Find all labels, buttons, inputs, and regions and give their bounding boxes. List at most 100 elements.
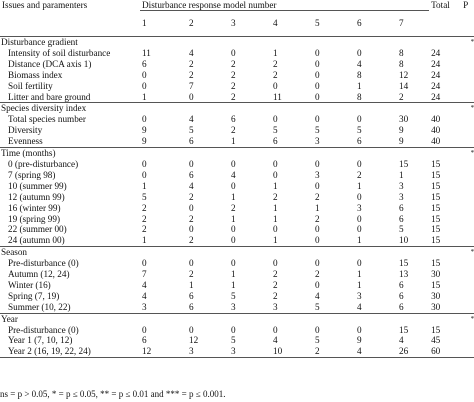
header-spacer [461, 10, 474, 37]
cell-model-4: 1 [273, 235, 278, 246]
cell-model-5: 3 [315, 169, 320, 180]
cell-p [461, 92, 474, 103]
row-label: Pre-disturbance (0) [8, 258, 79, 269]
cell-model-4: 5 [273, 125, 278, 136]
cell-model-5: 0 [315, 91, 320, 102]
cell-p [461, 325, 474, 336]
cell-model-5: 0 [315, 114, 320, 125]
cell-model-6: 1 [357, 279, 362, 290]
cell-p [461, 48, 474, 59]
cell-model-1: 0 [142, 158, 147, 169]
cell-model-7: 14 [399, 80, 409, 91]
cell-total: 15 [431, 235, 441, 246]
cell-model-6: 3 [357, 290, 362, 301]
cell-p [461, 170, 474, 181]
cell-total: 15 [431, 324, 441, 335]
cell-model-1: 4 [142, 279, 147, 290]
cell-model-7: 30 [399, 114, 409, 125]
row-label: Biomass index [8, 69, 63, 80]
cell-model-1: 2 [142, 224, 147, 235]
cell-model-3: 2 [231, 69, 236, 80]
cell-model-1: 11 [142, 47, 151, 58]
cell-model-1: 0 [142, 69, 147, 80]
cell-model-4: 0 [273, 169, 278, 180]
cell-model-3: 4 [231, 169, 236, 180]
cell-model-4: 2 [273, 290, 278, 301]
cell-model-3: 0 [231, 224, 236, 235]
cell-model-6: 0 [357, 324, 362, 335]
table-row: Pre-disturbance (0) 0 0 0 0 0 0 15 15 [0, 325, 474, 336]
cell-model-4: 4 [273, 335, 278, 346]
cell-model-4: 2 [273, 269, 278, 280]
cell-model-5: 1 [315, 202, 320, 213]
cell-model-1: 2 [142, 213, 147, 224]
row-label: 7 (spring 98) [8, 169, 56, 180]
cell-p [461, 59, 474, 70]
table-row: 19 (spring 99) 2 2 1 1 2 0 6 15 [0, 214, 474, 225]
header-issues: Issues and paramenters [2, 0, 88, 11]
cell-model-1: 0 [142, 80, 147, 91]
cell-model-5: 5 [315, 301, 320, 312]
cell-model-6: 4 [355, 346, 397, 359]
header-model-1: 1 [140, 10, 187, 37]
cell-p [461, 280, 474, 291]
row-label: 16 (winter 99) [8, 202, 61, 213]
cell-model-3: 0 [231, 47, 236, 58]
table-row: Pre-disturbance (0) 0 0 0 0 0 0 15 15 [0, 258, 474, 269]
cell-total: 45 [431, 335, 441, 346]
cell-model-3: 1 [231, 213, 236, 224]
cell-model-2: 0 [189, 91, 194, 102]
cell-model-6: 6 [357, 136, 362, 147]
cell-model-6: 0 [357, 224, 362, 235]
cell-model-6: 5 [357, 125, 362, 136]
cell-model-1: 4 [142, 290, 147, 301]
significance-symbol: * [461, 35, 474, 48]
section-title: Year [0, 312, 462, 325]
cell-model-2: 0 [189, 258, 194, 269]
cell-model-4: 0 [273, 114, 278, 125]
header-model-7: 7 [397, 10, 430, 37]
row-label: Evenness [8, 136, 43, 147]
cell-model-4: 2 [273, 69, 278, 80]
cell-model-2: 7 [189, 80, 194, 91]
table-row: Spring (7, 19) 4 6 5 2 4 3 6 30 [0, 291, 474, 302]
cell-model-1: 0 [142, 169, 147, 180]
cell-p [461, 125, 474, 136]
section-title: Disturbance gradient [0, 35, 462, 48]
row-label: Distance (DCA axis 1) [8, 58, 92, 69]
cell-model-3: 1 [231, 136, 236, 147]
cell-model-7: 6 [399, 213, 404, 224]
cell-total: 24 [431, 58, 441, 69]
cell-model-2: 3 [187, 346, 229, 359]
cell-model-1: 6 [142, 58, 147, 69]
table-body: Issues and paramenters Disturbance respo… [0, 0, 474, 359]
header-model-4: 4 [271, 10, 313, 37]
cell-model-4: 2 [273, 279, 278, 290]
cell-model-7: 6 [399, 290, 404, 301]
cell-model-7: 3 [399, 191, 404, 202]
cell-p [461, 346, 474, 359]
row-label: Year 2 (16, 19, 22, 24) [0, 346, 140, 359]
response-model-table: Issues and paramenters Disturbance respo… [0, 0, 474, 359]
cell-model-2: 2 [189, 69, 194, 80]
cell-model-5: 2 [315, 191, 320, 202]
header-total: Total [431, 0, 450, 11]
cell-model-4: 0 [273, 80, 278, 91]
cell-total: 15 [431, 213, 441, 224]
cell-model-3: 1 [231, 269, 236, 280]
row-label: 10 (summer 99) [8, 180, 67, 191]
cell-model-1: 2 [142, 202, 147, 213]
cell-total: 30 [431, 301, 441, 312]
table-row: Winter (16) 4 1 1 2 0 1 6 15 [0, 280, 474, 291]
cell-model-1: 12 [140, 346, 187, 359]
cell-p [461, 159, 474, 170]
cell-total: 15 [431, 169, 441, 180]
cell-model-7: 8 [399, 58, 404, 69]
cell-model-3: 6 [231, 114, 236, 125]
cell-model-2: 4 [189, 47, 194, 58]
cell-model-2: 2 [189, 58, 194, 69]
cell-model-5: 2 [315, 269, 320, 280]
cell-model-6: 8 [357, 91, 362, 102]
table-row: Year 2 (16, 19, 22, 24) 12 3 3 10 2 4 26 60 [0, 346, 474, 359]
